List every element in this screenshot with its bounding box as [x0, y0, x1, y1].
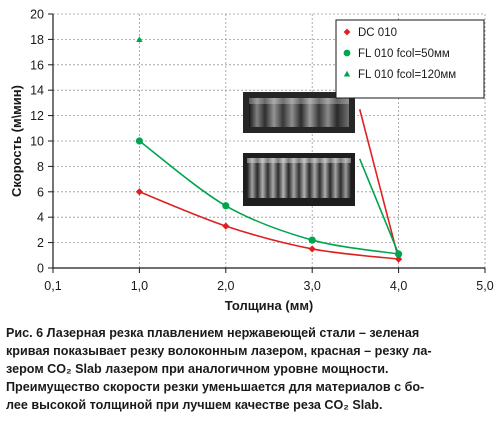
x-tick-label: 5,0 — [476, 279, 493, 293]
y-tick-label: 0 — [37, 262, 44, 276]
photo-pointer-lines — [358, 109, 400, 260]
x-tick-label: 3,0 — [304, 279, 321, 293]
series — [136, 36, 143, 42]
axes — [48, 13, 486, 273]
legend-entry: DC 010 — [343, 27, 397, 39]
y-tick-label: 2 — [37, 236, 44, 250]
y-tick-label: 6 — [37, 185, 44, 199]
figure-caption: Рис. 6 Лазерная резка плавлением нержаве… — [6, 324, 496, 414]
legend-entry: FL 010 fcol=120мм — [343, 69, 456, 81]
x-axis-label: Толщина (мм) — [225, 298, 314, 313]
x-tick-label: 2,0 — [217, 279, 234, 293]
data-series — [135, 36, 403, 263]
y-tick-label: 12 — [30, 109, 44, 123]
legend-label: DC 010 — [358, 27, 397, 39]
speed-vs-thickness-chart: 0 2 4 6 8 10 12 14 16 18 20 0,1 1,0 2,0 3,0 4,0 5,0 DC 0… — [9, 8, 494, 314]
y-axis-label: Скорость (м\мин) — [9, 85, 24, 197]
series — [135, 188, 403, 263]
circle-marker — [308, 236, 316, 244]
diamond-marker — [308, 245, 316, 253]
tick-labels: 0 2 4 6 8 10 12 14 16 18 20 0,1 1,0 2,0 3,0 4,0 5,0 — [30, 8, 494, 294]
legend-label: FL 010 fcol=120мм — [358, 69, 456, 81]
caption-line: Преимущество скорости резки уменьшается … — [6, 380, 425, 394]
series-line — [139, 191, 399, 260]
cut-edge-photo-top — [243, 92, 355, 133]
y-tick-label: 8 — [37, 160, 44, 174]
caption-line: лее высокой толщиной при лучшем качестве… — [6, 398, 383, 412]
y-tick-label: 20 — [30, 8, 44, 22]
y-tick-label: 16 — [30, 58, 44, 72]
cut-edge-photo-bottom — [243, 153, 355, 206]
x-tick-label: 4,0 — [390, 279, 407, 293]
diamond-marker — [135, 188, 143, 196]
x-tick-label: 0,1 — [44, 279, 61, 293]
circle-marker — [222, 202, 230, 210]
circle-marker — [395, 250, 403, 258]
series-line — [138, 140, 399, 255]
legend-entry: FL 010 fcol=50мм — [343, 48, 450, 60]
caption-line: кривая показывает резку волоконным лазер… — [6, 344, 432, 358]
legend-label: FL 010 fcol=50мм — [358, 48, 450, 60]
caption-line: Рис. 6 Лазерная резка плавлением нержаве… — [6, 326, 420, 340]
triangle-marker — [343, 70, 351, 77]
y-tick-label: 14 — [30, 84, 44, 98]
series — [135, 137, 403, 258]
y-tick-label: 4 — [37, 211, 44, 225]
legend: DC 010 FL 010 fcol=50мм FL 010 fcol=120мм — [335, 19, 485, 99]
circle-marker — [135, 137, 143, 145]
caption-line: зером CO₂ Slab лазером при аналогичном у… — [6, 362, 389, 376]
photo-pointer-line — [358, 158, 400, 255]
diamond-marker — [395, 255, 403, 263]
x-tick-label: 1,0 — [131, 279, 148, 293]
y-tick-label: 10 — [30, 135, 44, 149]
diamond-marker — [222, 222, 230, 230]
y-tick-label: 18 — [30, 33, 44, 47]
circle-marker — [343, 49, 351, 57]
photo-pointer-line — [358, 109, 400, 260]
triangle-marker — [136, 36, 143, 42]
diamond-marker — [343, 28, 351, 36]
